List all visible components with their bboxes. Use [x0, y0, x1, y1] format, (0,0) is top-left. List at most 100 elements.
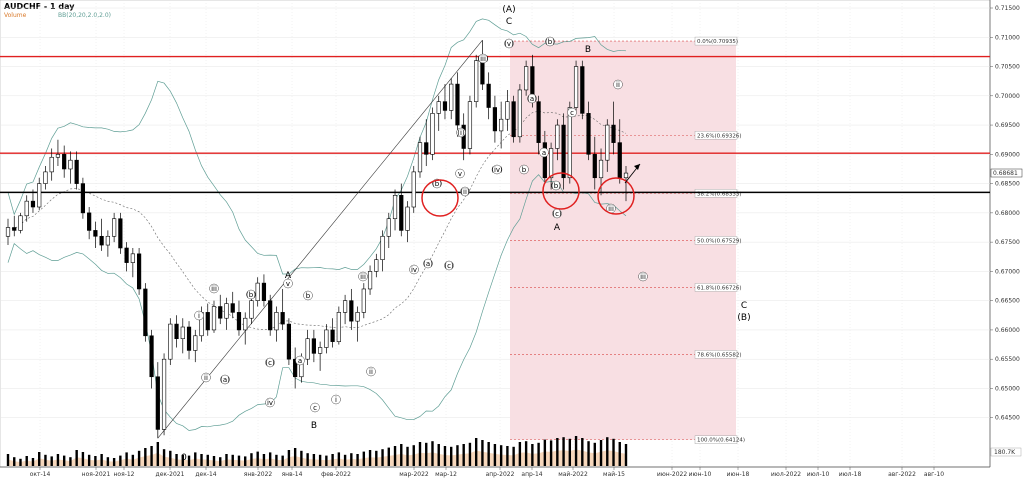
candle-body [492, 107, 498, 132]
volume-label-box [990, 447, 1022, 457]
volume-bar [87, 454, 91, 466]
x-tick-label: июн-2022 [657, 471, 687, 478]
candle-body [355, 312, 360, 322]
volume-bar [593, 442, 596, 466]
volume-bar [524, 441, 528, 466]
volume-bar [75, 450, 78, 466]
fib-level-label: 61.8%(0.66726) [697, 285, 742, 291]
volume-bar [44, 454, 47, 466]
volume-bar [181, 454, 184, 466]
volume-legend: Volume [4, 12, 27, 19]
candle-body [280, 312, 285, 325]
x-tick-label: дек-14 [195, 471, 216, 478]
x-tick-label: июн-10 [689, 471, 712, 478]
y-tick-label: 0.66500 [995, 298, 1020, 305]
candle-body [93, 230, 98, 237]
volume-bar [293, 448, 297, 466]
wave-circle [310, 402, 320, 413]
candle-body [268, 300, 273, 331]
candle-body [12, 227, 17, 231]
x-tick-label: мар-12 [435, 471, 457, 478]
fibonacci-zone: 0.0%(0.70935) 23.6%(0.69326) 38.2%(0.68333… [510, 36, 745, 444]
volume-bar [574, 436, 578, 466]
candle-body [224, 303, 229, 319]
candle-body [205, 312, 210, 331]
candle-body [480, 60, 485, 85]
x-tick-label: июл-10 [807, 471, 830, 478]
wave-label-small: (c) [552, 210, 562, 218]
wave-label-small: (b) [551, 182, 561, 190]
candle-body [30, 200, 36, 208]
y-axis: 0.71500 0.71000 0.70500 0.70000 0.69500 0.690… [990, 5, 1020, 422]
fib-level-label: 0.0%(0.70935) [697, 39, 738, 45]
fib-label-box [694, 131, 738, 140]
candle-body [436, 101, 441, 114]
volume-bar [137, 450, 141, 466]
wave-label-zero: 0 [181, 453, 187, 463]
candle-body [386, 218, 391, 237]
candle-body [411, 171, 416, 208]
volume-bar [381, 449, 384, 466]
volume-bar [144, 448, 147, 466]
candle-body [112, 218, 117, 237]
bollinger-upper [7, 18, 627, 275]
volume-bar [194, 452, 197, 466]
wave-label-small: ii [204, 374, 208, 382]
wave-label-small: c [313, 404, 317, 412]
candle-body [505, 101, 510, 120]
candle-body [598, 159, 604, 179]
wave-label-small: (ii) [460, 188, 470, 196]
trend-line [157, 40, 483, 439]
wave-circle [209, 283, 219, 294]
wave-label-small: iii [360, 273, 366, 281]
candle-body [155, 376, 160, 430]
wave-circle [246, 289, 256, 300]
volume-bar [418, 442, 422, 466]
candle-body [474, 60, 479, 102]
volume-bar [387, 447, 390, 466]
wave-label-small: v [286, 280, 290, 288]
candle-body [580, 66, 585, 114]
fib-label-box [694, 36, 738, 46]
volume-bar [237, 455, 241, 466]
volume-bar [38, 452, 41, 466]
volume-bar [375, 450, 378, 466]
volume-bar [356, 454, 359, 466]
candle-body [193, 335, 198, 351]
volume-bar [6, 454, 10, 466]
x-tick-label: дек-2021 [156, 471, 185, 478]
fib-level-label: 100.0%(0.64124) [697, 438, 745, 444]
volume-bar [512, 446, 515, 466]
wave-circle [492, 164, 502, 175]
arrow-head [634, 164, 640, 170]
volume-bar [81, 452, 85, 466]
wave-circle [423, 258, 433, 269]
wave-circle [303, 290, 313, 301]
volume-bar [549, 440, 553, 466]
wave-label-small: iv [267, 399, 273, 407]
x-axis: окт-14 ноя-2021 ноя-12 дек-2021 дек-14 янв-20… [30, 467, 944, 478]
candle-body [168, 323, 173, 360]
volume-bar [393, 446, 397, 466]
candle-body [318, 347, 323, 354]
volume-bar [212, 456, 216, 466]
wave-label-a2: A [554, 223, 561, 233]
wave-circle [638, 271, 648, 282]
candle-body [43, 171, 48, 184]
volume-bar [231, 454, 234, 466]
candle-body [55, 154, 61, 158]
horizontal-levels: 0.68681 [0, 40, 1023, 439]
wave-label-small: (i) [457, 129, 465, 137]
volume-bar [431, 441, 434, 466]
bollinger-bands [7, 18, 627, 431]
bollinger-lower [7, 174, 627, 431]
wave-label-a_top: (A) [502, 5, 515, 15]
candle-body [592, 154, 597, 179]
volume-bar [587, 441, 590, 466]
y-tick-label: 0.69000 [995, 151, 1020, 158]
candle-body [511, 101, 516, 138]
candle-body [80, 183, 86, 214]
candle-body [611, 124, 616, 143]
current-price-label: 0.68681 [993, 170, 1018, 177]
